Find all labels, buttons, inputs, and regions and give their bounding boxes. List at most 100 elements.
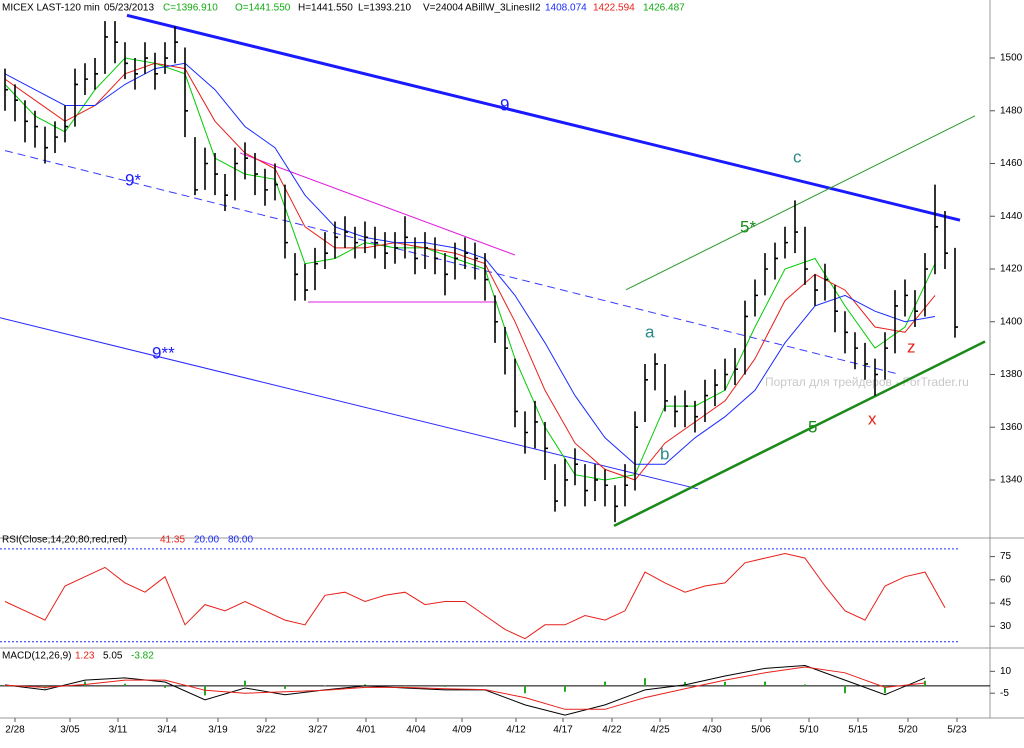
price-bar <box>894 290 898 354</box>
y-tick-label: 1360 <box>1000 422 1023 433</box>
price-bar <box>274 163 278 201</box>
price-bar <box>204 147 208 190</box>
price-bar <box>394 232 398 264</box>
price-bar <box>224 174 228 211</box>
annotations: 9 9* 9** 5 5* c a b x z <box>125 95 916 463</box>
price-bar <box>504 327 508 375</box>
close: C=1396.910 <box>163 3 218 14</box>
macd-histogram-bar <box>804 684 806 686</box>
macd-title: MACD(12,26,9) 1.23 5.05 -3.82 <box>2 651 154 662</box>
price-bar <box>944 210 948 269</box>
open: O=1441.550 <box>235 3 291 14</box>
price-bar <box>814 274 818 306</box>
price-bar <box>594 464 598 502</box>
panel-frame <box>0 0 1024 719</box>
symbol: MICEX LAST-120 min <box>2 3 100 14</box>
y-tick-label: 1500 <box>1000 53 1023 64</box>
price-bar <box>4 68 8 111</box>
price-bar <box>824 263 828 301</box>
macd-histogram-bar <box>244 680 246 686</box>
price-bar <box>474 242 478 280</box>
y-tick-label: 1400 <box>1000 316 1023 327</box>
y-tick-label: 60 <box>1000 574 1012 585</box>
price-bar <box>254 152 258 196</box>
indicator-value: 5.05 <box>103 651 123 662</box>
price-bar <box>114 21 118 64</box>
moving-average <box>4 62 936 481</box>
indicator-value: 20.00 <box>194 535 219 546</box>
wave-label: b <box>660 444 669 463</box>
x-tick-label: 4/22 <box>602 725 622 736</box>
price-bar <box>654 353 658 391</box>
trend-line <box>625 115 976 291</box>
wave-label: 9** <box>152 343 175 362</box>
price-bar <box>864 342 868 380</box>
x-tick-label: 3/05 <box>60 725 80 736</box>
low: L=1393.210 <box>358 3 412 14</box>
wave-label: z <box>907 337 916 356</box>
header: MICEX LAST-120 min 05/23/2013 C=1396.910… <box>2 3 685 14</box>
macd-histogram-bar <box>604 681 606 686</box>
volume: V=24004 <box>423 3 464 14</box>
price-bar <box>484 253 488 301</box>
price-bar <box>704 379 708 422</box>
x-tick-label: 5/10 <box>799 725 819 736</box>
price-bar <box>84 63 88 95</box>
price-bar <box>764 253 768 296</box>
price-bar <box>554 464 558 512</box>
price-bar <box>194 137 198 196</box>
price-bar <box>144 42 148 74</box>
y-tick-label: 10 <box>1000 666 1012 677</box>
indicator-value: 1426.487 <box>643 3 685 14</box>
price-bar <box>534 400 538 449</box>
y-tick-label: 30 <box>1000 621 1012 632</box>
indicator-title: MACD(12,26,9) <box>2 651 71 662</box>
price-bar <box>434 237 438 275</box>
wave-label: x <box>868 409 877 428</box>
price-bar <box>184 47 188 138</box>
x-tick-label: 4/09 <box>452 725 472 736</box>
price-bar <box>904 279 908 317</box>
watermark: Портал для трейдеров - ForTrader.ru <box>765 375 969 389</box>
price-bar <box>34 110 38 148</box>
indicator-value: 1.23 <box>75 651 95 662</box>
price-bar <box>424 232 428 269</box>
x-tick-label: 5/06 <box>751 725 771 736</box>
price-bar <box>404 216 408 259</box>
price-bar <box>844 311 848 354</box>
price-bar <box>644 363 648 422</box>
price-bar <box>524 411 528 454</box>
wave-label: c <box>793 147 802 166</box>
price-bar <box>354 226 358 259</box>
price-bar <box>314 247 318 291</box>
date: 05/23/2013 <box>104 3 154 14</box>
trend-line <box>613 340 986 527</box>
high: H=1441.550 <box>298 3 353 14</box>
rsi-title: RSI(Close,14,20,80,red,red) 41.35 20.00 … <box>2 535 253 546</box>
price-bar <box>614 485 618 523</box>
macd-histogram-bar <box>524 685 526 694</box>
price-bar <box>784 226 788 259</box>
wave-label: 5 <box>808 417 817 436</box>
indicator-title: RSI(Close,14,20,80,red,red) <box>2 535 127 546</box>
x-tick-label: 4/12 <box>506 725 526 736</box>
price-bar <box>54 121 58 153</box>
trend-line <box>0 317 699 490</box>
price-bar <box>564 458 568 507</box>
wave-label: 9* <box>125 170 141 189</box>
y-tick-label: 1380 <box>1000 369 1023 380</box>
price-bar <box>694 400 698 433</box>
x-tick-label: 2/28 <box>5 725 25 736</box>
macd-histogram-bar <box>644 678 646 686</box>
y-tick-label: -5 <box>1000 688 1009 699</box>
x-tick-label: 4/04 <box>406 725 426 736</box>
macd-histogram-bar <box>844 685 846 694</box>
price-bar <box>174 26 178 64</box>
trend-line <box>4 150 901 375</box>
wave-label: 5* <box>740 217 756 236</box>
indicator: ABillW_3LinesII2 <box>465 3 541 14</box>
price-bar <box>584 464 588 507</box>
price-bar <box>624 464 628 507</box>
price-bar <box>494 295 498 343</box>
